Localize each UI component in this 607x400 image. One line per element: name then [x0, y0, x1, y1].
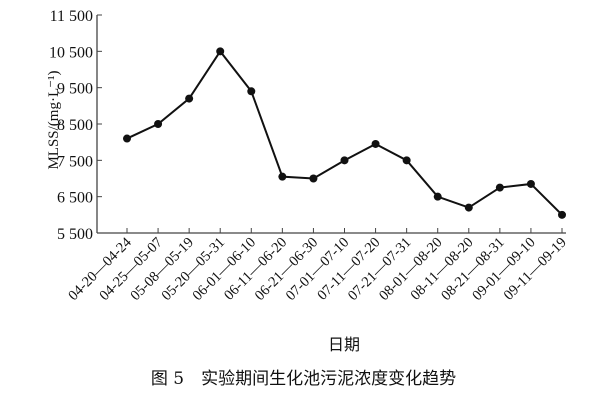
data-point: [558, 210, 566, 219]
figure-caption: 图 5 实验期间生化池污泥浓度变化趋势: [150, 369, 457, 389]
data-point: [402, 156, 411, 165]
y-tick-label: 7 500: [57, 153, 93, 170]
data-point: [340, 156, 349, 165]
data-point: [371, 139, 380, 148]
y-axis-label: MLSS/(mg·L⁻¹): [46, 70, 62, 169]
y-tick-label: 6 500: [57, 190, 93, 207]
data-point: [526, 179, 535, 188]
y-tick-label: 11 500: [50, 8, 93, 25]
data-point: [309, 174, 318, 183]
x-axis-label: 日期: [328, 335, 360, 354]
y-tick-label: 8 500: [57, 117, 93, 134]
line-chart: MLSS/(mg·L⁻¹) 日期 5 500 6 500 7 500 8 500 9 5…: [46, 8, 570, 354]
data-line: [126, 49, 563, 216]
data-point: [154, 120, 163, 128]
data-point: [278, 172, 287, 181]
y-tick-label: 10 500: [49, 44, 93, 61]
data-point: [185, 94, 194, 103]
data-point: [433, 192, 442, 201]
data-point: [216, 47, 225, 56]
data-point: [123, 134, 131, 143]
y-tick-label: 5 500: [57, 226, 93, 243]
data-point: [495, 183, 504, 192]
y-tick-label: 9 500: [57, 81, 93, 98]
data-point: [464, 203, 473, 212]
data-point: [247, 87, 256, 96]
